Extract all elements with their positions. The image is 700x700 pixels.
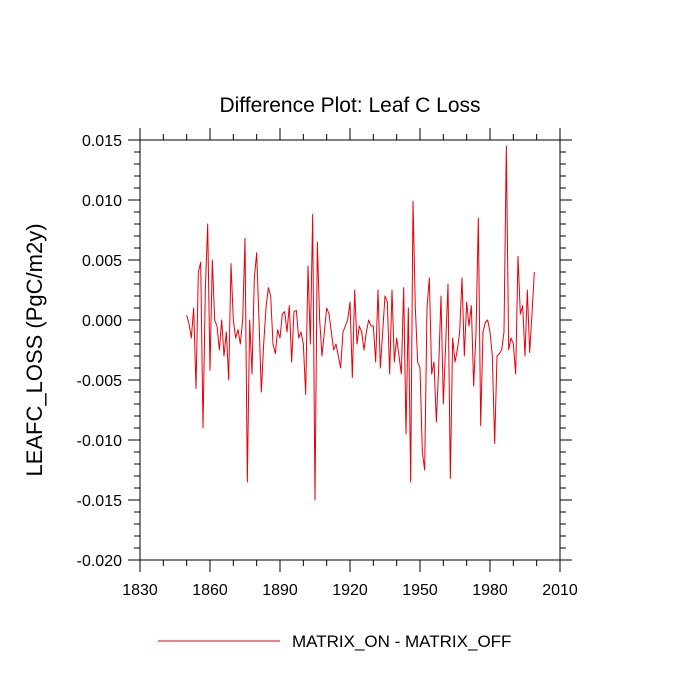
y-tick-label: 0.005 xyxy=(82,253,122,270)
x-tick-label: 1950 xyxy=(402,582,438,599)
y-tick-label: -0.010 xyxy=(77,433,122,450)
series-line-matrix-on-minus-off xyxy=(186,145,535,501)
y-axis-label: LEAFC_LOSS (PgC/m2y) xyxy=(22,223,47,476)
y-tick-label: 0.015 xyxy=(82,133,122,150)
axis-tick-labels: 1830 1860 1890 1920 1950 1980 2010 -0.020 -0.015… xyxy=(77,133,578,599)
x-tick-label: 1920 xyxy=(332,582,368,599)
y-tick-label: -0.005 xyxy=(77,373,122,390)
x-tick-label: 1830 xyxy=(122,582,158,599)
chart-title: Difference Plot: Leaf C Loss xyxy=(219,94,480,117)
y-tick-label: -0.020 xyxy=(77,553,122,570)
x-tick-label: 1980 xyxy=(472,582,508,599)
axis-ticks xyxy=(128,128,572,572)
x-tick-label: 2010 xyxy=(542,582,578,599)
x-tick-label: 1890 xyxy=(262,582,298,599)
y-tick-label: 0.000 xyxy=(82,313,122,330)
x-tick-label: 1860 xyxy=(192,582,228,599)
plot-frame xyxy=(139,139,561,561)
y-tick-label: 0.010 xyxy=(82,193,122,210)
legend-label: MATRIX_ON - MATRIX_OFF xyxy=(292,632,511,651)
legend: MATRIX_ON - MATRIX_OFF xyxy=(158,632,511,651)
y-tick-label: -0.015 xyxy=(77,493,122,510)
